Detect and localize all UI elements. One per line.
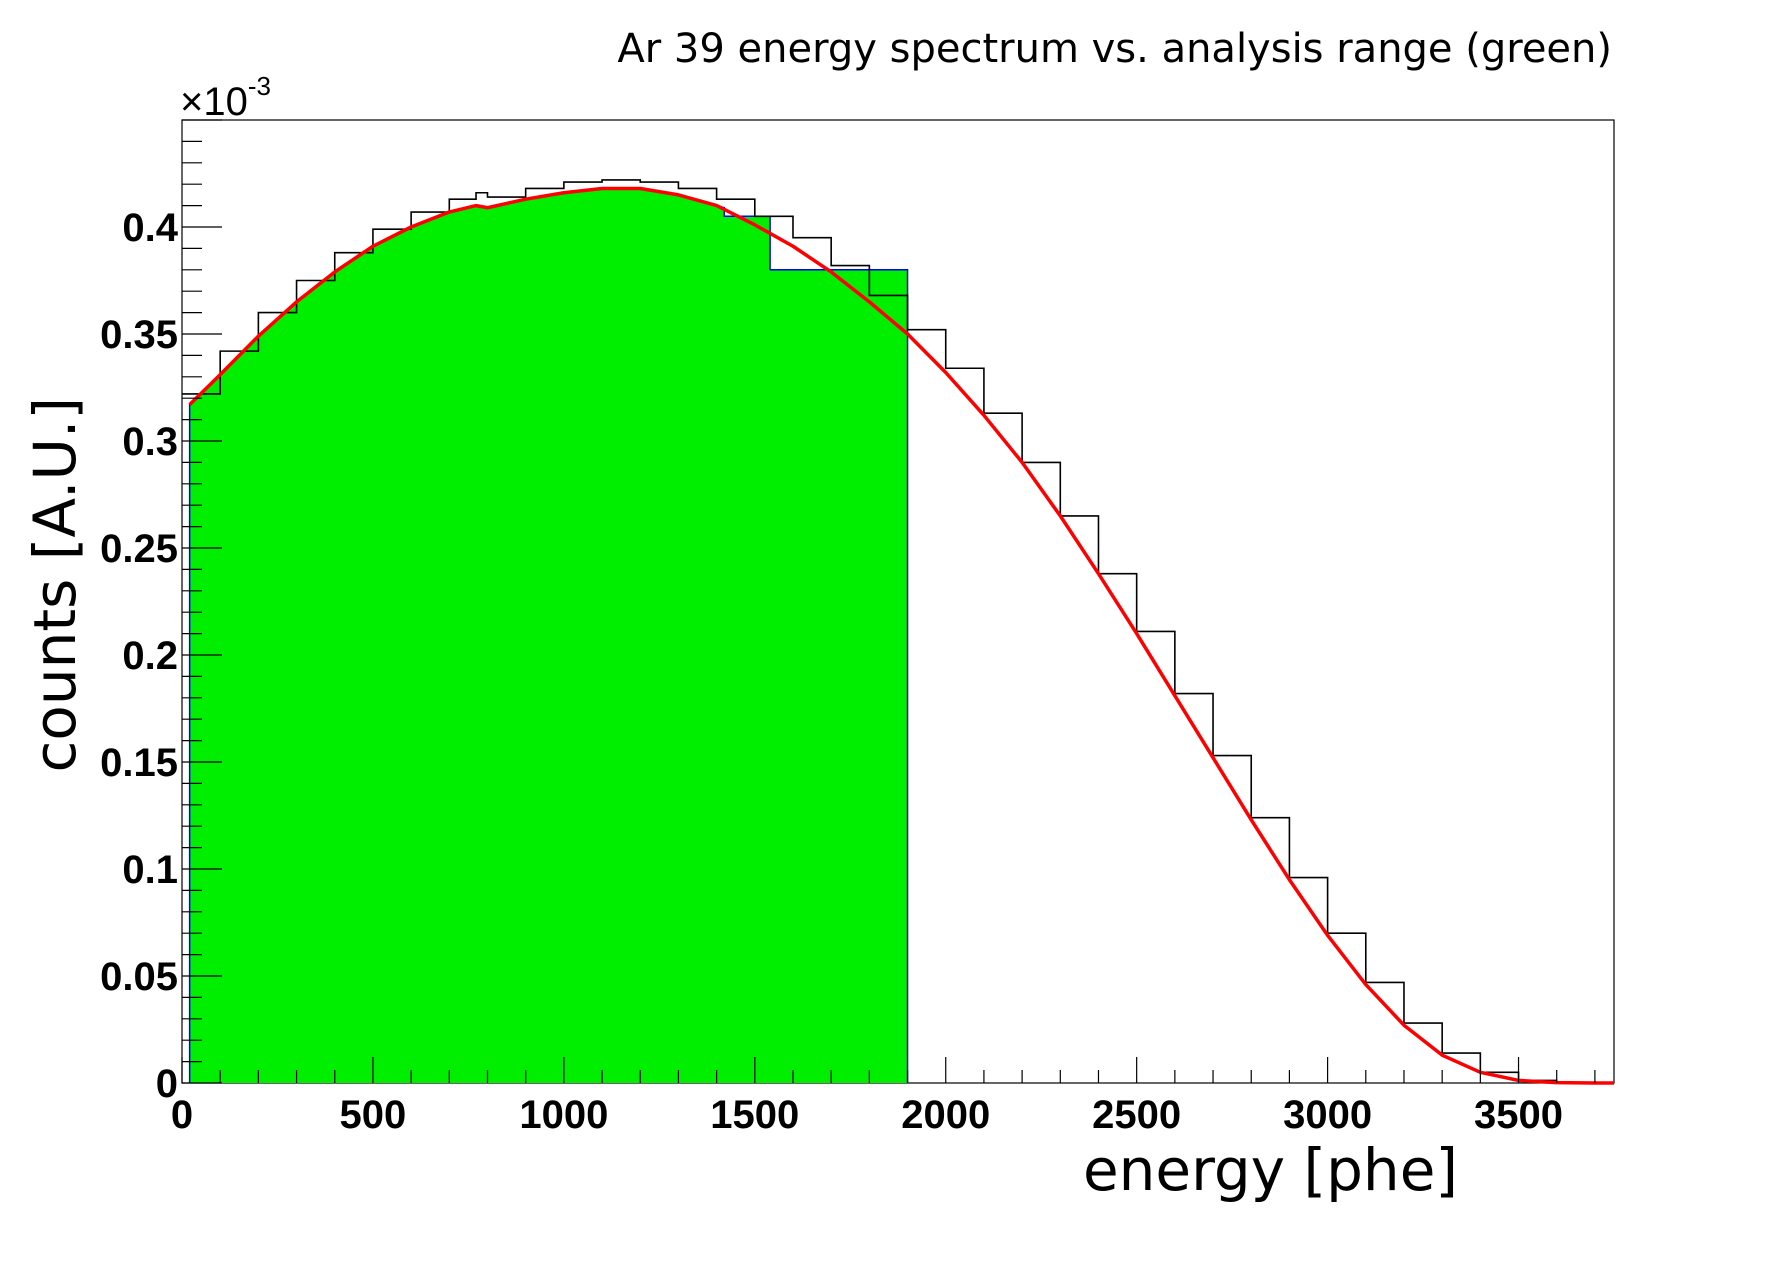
analysis-range-fill bbox=[189, 188, 908, 1084]
spectrum-histogram bbox=[182, 179, 1614, 1084]
x-tick-label: 2000 bbox=[901, 1093, 990, 1137]
y-tick-label: 0 bbox=[156, 1062, 178, 1106]
x-tick-label: 500 bbox=[340, 1093, 407, 1137]
x-tick-label: 3500 bbox=[1474, 1093, 1563, 1137]
y-tick-label: 0.4 bbox=[122, 206, 178, 250]
y-tick-label: 0.2 bbox=[122, 634, 178, 678]
y-tick-label: 0.05 bbox=[100, 955, 178, 999]
y-multiplier: ×10-3 bbox=[180, 71, 271, 124]
y-axis-title: counts [A.U.] bbox=[21, 397, 89, 773]
fit-curve bbox=[188, 186, 1614, 1085]
x-tick-label: 0 bbox=[171, 1093, 193, 1137]
y-tick-label: 0.15 bbox=[100, 741, 178, 785]
y-multiplier-exponent: -3 bbox=[248, 71, 271, 101]
x-tick-label: 1000 bbox=[519, 1093, 608, 1137]
x-tick-label: 2500 bbox=[1092, 1093, 1181, 1137]
x-axis-title: energy [phe] bbox=[1083, 1136, 1458, 1204]
y-multiplier-base: ×10 bbox=[180, 80, 248, 124]
x-tick-label: 3000 bbox=[1283, 1093, 1372, 1137]
y-tick-label: 0.35 bbox=[100, 313, 178, 357]
y-tick-label: 0.1 bbox=[122, 848, 178, 892]
chart-title: Ar 39 energy spectrum vs. analysis range… bbox=[617, 26, 1612, 72]
y-tick-label: 0.25 bbox=[100, 527, 178, 571]
plot-area: 0 500 1000 1500 2000 2500 3000 3500 0 0.05 0.1 0.15… bbox=[100, 119, 1615, 1137]
y-tick-label: 0.3 bbox=[122, 420, 178, 464]
x-tick-label: 1500 bbox=[710, 1093, 799, 1137]
